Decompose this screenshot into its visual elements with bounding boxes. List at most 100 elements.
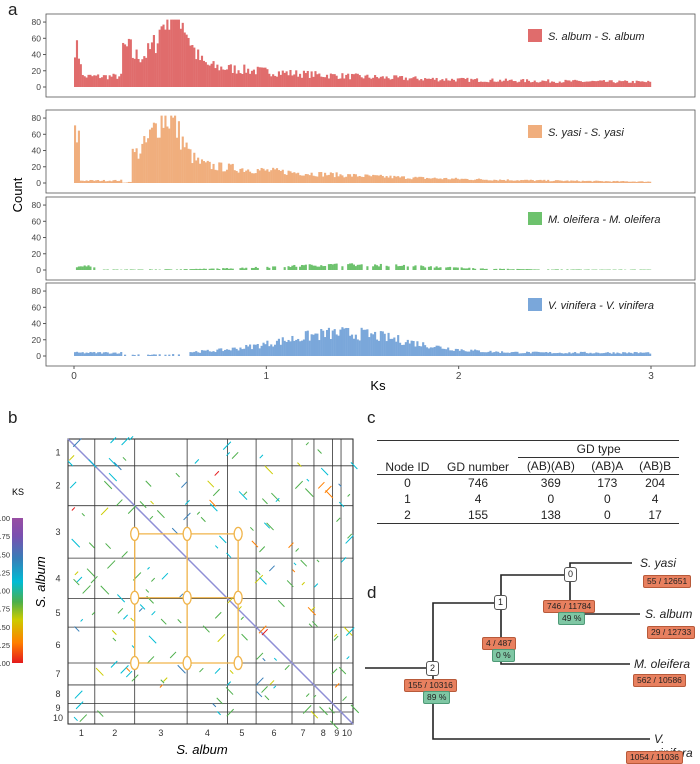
hist-bar <box>232 73 234 87</box>
hist-bar <box>137 159 139 183</box>
hist-bar <box>224 171 226 183</box>
hist-bar <box>203 350 205 356</box>
hist-bar <box>634 182 636 183</box>
hist-bar <box>153 123 155 183</box>
hist-bar <box>572 80 574 87</box>
hist-bar <box>574 352 576 356</box>
hist-bar <box>239 169 241 183</box>
hist-bar <box>257 169 259 183</box>
hist-bar <box>384 79 386 87</box>
hist-bar <box>101 354 103 356</box>
hist-bar <box>422 80 424 87</box>
hist-bar <box>132 149 134 183</box>
hist-bar <box>203 269 205 270</box>
hist-bar <box>136 148 138 183</box>
hist-bar <box>511 180 513 183</box>
hist-bar <box>466 268 468 270</box>
hist-bar <box>432 178 434 183</box>
hist-bar <box>397 176 399 183</box>
hist-bar <box>499 180 501 183</box>
hist-bar <box>466 78 468 87</box>
hist-bar <box>513 181 515 183</box>
hist-bar <box>447 80 449 87</box>
ks-legend-tick: 0.00 <box>0 659 10 668</box>
hist-bar <box>339 330 341 356</box>
hist-bar <box>334 74 336 87</box>
hist-bar <box>472 268 474 270</box>
hist-bar <box>214 170 216 183</box>
hist-bar <box>426 178 428 183</box>
hist-bar <box>86 353 88 356</box>
hist-bar <box>245 171 247 183</box>
hist-bar <box>184 33 186 87</box>
hist-bar <box>149 49 151 87</box>
hist-bar <box>420 79 422 87</box>
hist-bar <box>541 180 543 183</box>
hist-bar <box>318 172 320 183</box>
hist-bar <box>195 269 197 270</box>
hist-bar <box>559 180 561 183</box>
hist-bar <box>136 50 138 87</box>
hist-bar <box>603 80 605 87</box>
hist-bar <box>459 351 461 356</box>
hist-bar <box>614 83 616 87</box>
hist-bar <box>272 266 274 270</box>
hist-bar <box>461 349 463 356</box>
hist-bar <box>430 79 432 87</box>
legend-label: S. yasi - S. yasi <box>548 127 624 139</box>
hist-bar <box>109 75 111 87</box>
hist-bar <box>620 181 622 183</box>
hist-bar <box>247 169 249 183</box>
node-label-2: 2 <box>426 661 439 676</box>
hist-bar <box>509 269 511 270</box>
hist-bar <box>484 269 486 270</box>
hist-bar <box>205 351 207 356</box>
hist-bar <box>257 67 259 87</box>
header-gd-number: GD number <box>438 441 518 475</box>
hist-bar <box>497 82 499 87</box>
hist-bar <box>580 182 582 183</box>
hist-bar <box>643 353 645 356</box>
hist-bar <box>472 80 474 87</box>
hist-bar <box>511 269 513 270</box>
hist-bar <box>391 79 393 87</box>
hist-bar <box>74 57 76 87</box>
hist-bar <box>312 266 314 270</box>
chr-x-label: 3 <box>158 728 163 738</box>
panel-label-c: c <box>367 408 376 428</box>
hist-bar <box>405 342 407 356</box>
ks-legend-title: KS <box>12 487 24 497</box>
hist-bar <box>407 340 409 356</box>
hist-bar <box>524 82 526 87</box>
hist-bar <box>478 179 480 183</box>
hist-bar <box>509 180 511 183</box>
tip-count-box: 29 / 12733 <box>647 626 695 639</box>
hist-bar <box>274 266 276 270</box>
hist-bar <box>168 30 170 87</box>
hist-bar <box>389 339 391 356</box>
hist-bar <box>174 116 176 183</box>
hist-bar <box>386 266 388 270</box>
hist-bar <box>316 267 318 270</box>
hist-bar <box>245 345 247 356</box>
cell: 0 <box>377 475 438 492</box>
hist-bar <box>574 181 576 183</box>
hist-bar <box>330 172 332 183</box>
hist-bar <box>545 81 547 87</box>
hist-bar <box>518 82 520 87</box>
hist-bar <box>316 334 318 356</box>
hist-bar <box>307 174 309 183</box>
hist-bar <box>411 179 413 183</box>
hist-bar <box>112 180 114 183</box>
chr-y-label: 6 <box>55 640 60 650</box>
hist-bar <box>109 354 111 356</box>
hist-bar <box>430 347 432 356</box>
hist-bar <box>157 138 159 183</box>
cell: 173 <box>583 475 631 492</box>
hist-bar <box>578 269 580 270</box>
hist-bar <box>303 265 305 270</box>
hist-bar <box>374 332 376 356</box>
hist-bar <box>249 345 251 356</box>
tip-count-box: 562 / 10586 <box>633 674 686 687</box>
hist-bar <box>513 81 515 87</box>
